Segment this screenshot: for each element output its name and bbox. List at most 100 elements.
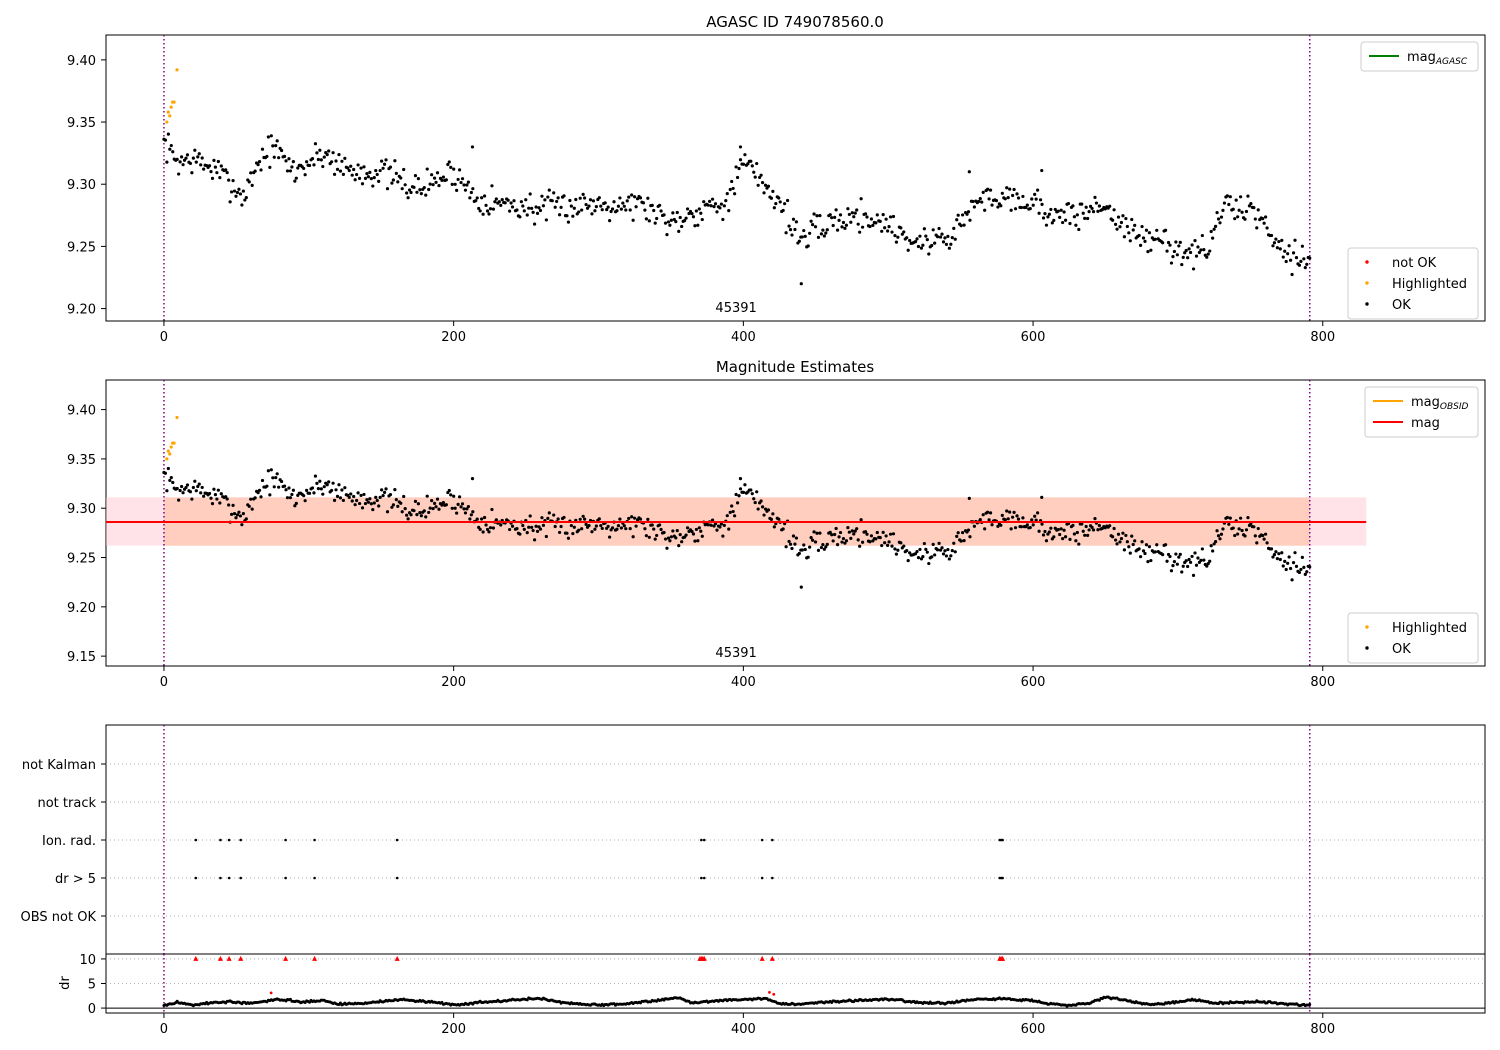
- ok-point: [1113, 222, 1118, 226]
- ok-point: [1237, 208, 1241, 212]
- ok-point: [235, 513, 240, 517]
- ok-point: [915, 237, 919, 241]
- ok-point: [330, 488, 334, 493]
- ok-point: [484, 523, 488, 527]
- ok-point: [219, 164, 223, 168]
- ok-point: [1115, 542, 1119, 546]
- ok-point: [453, 506, 457, 510]
- ok-point: [341, 172, 345, 177]
- ok-point: [913, 239, 918, 244]
- ok-point: [784, 231, 788, 235]
- ok-point: [727, 209, 731, 213]
- ok-point: [794, 536, 799, 540]
- ok-point: [1275, 556, 1279, 561]
- ok-point: [391, 178, 395, 182]
- ok-point: [565, 531, 569, 535]
- ok-point: [887, 540, 891, 544]
- ok-point: [571, 214, 575, 218]
- ok-point: [1278, 247, 1282, 251]
- ok-point: [444, 178, 448, 182]
- ok-point: [1087, 528, 1091, 532]
- ok-point: [680, 224, 684, 229]
- ok-point: [738, 158, 743, 162]
- ok-point: [961, 213, 965, 217]
- flags-axes: not Kalman not track Ion. rad. dr > 5 OBS no…: [21, 758, 1336, 1037]
- ok-point: [850, 529, 854, 533]
- ok-point: [459, 180, 463, 185]
- ok-point: [753, 175, 757, 179]
- ok-point: [357, 501, 362, 506]
- ok-point: [243, 198, 247, 202]
- ok-point: [1202, 248, 1206, 252]
- ok-point: [810, 538, 815, 542]
- ok-point: [1262, 537, 1266, 541]
- ok-point: [1036, 188, 1040, 192]
- ok-point: [577, 210, 581, 214]
- ok-point: [468, 517, 472, 521]
- ok-point: [587, 204, 591, 208]
- ok-point: [432, 501, 437, 505]
- ok-point: [843, 541, 847, 545]
- ok-point: [322, 485, 326, 489]
- ok-point: [936, 548, 940, 552]
- ok-point: [962, 539, 966, 543]
- ok-point: [635, 197, 640, 201]
- ok-point: [240, 203, 244, 207]
- agasc-legend-bottom-frame: [1347, 247, 1479, 320]
- ok-point: [1130, 534, 1134, 538]
- ok-point: [1184, 248, 1188, 253]
- ok-point: [241, 512, 245, 516]
- ok-point: [166, 466, 170, 471]
- ok-point: [1075, 213, 1079, 217]
- mag-xtick-label: 400: [731, 675, 756, 690]
- ok-point: [490, 184, 494, 188]
- ok-point: [1047, 212, 1051, 216]
- ok-point: [380, 159, 384, 163]
- ok-point: [556, 196, 560, 200]
- ok-point: [662, 213, 666, 217]
- ok-point: [752, 497, 756, 501]
- ok-point: [485, 209, 490, 213]
- ok-point: [1049, 207, 1053, 212]
- ok-point: [849, 220, 853, 224]
- ok-point: [987, 518, 991, 522]
- ok-point: [402, 494, 406, 499]
- ok-point: [291, 488, 295, 492]
- ok-point: [927, 252, 931, 256]
- ok-point: [569, 204, 573, 208]
- ok-point: [1047, 530, 1051, 534]
- flag-point: [700, 838, 703, 842]
- ok-point: [181, 491, 185, 495]
- ok-point: [477, 206, 481, 211]
- ok-point: [1043, 212, 1047, 216]
- ok-point: [1112, 526, 1116, 531]
- ok-point: [1143, 239, 1147, 243]
- ok-point: [293, 504, 297, 508]
- ok-point: [763, 183, 768, 187]
- ok-point: [916, 556, 921, 560]
- ok-point: [822, 547, 826, 551]
- ok-point: [1034, 197, 1038, 201]
- agasc-legend-bottom-marker-swatch: [1365, 260, 1369, 264]
- ok-point: [658, 523, 662, 527]
- ok-point: [1219, 215, 1224, 219]
- ok-point: [1228, 195, 1232, 199]
- ok-point: [1293, 238, 1297, 242]
- ok-point: [752, 170, 756, 174]
- ok-point: [577, 528, 581, 532]
- ok-point: [899, 226, 903, 230]
- ok-point: [787, 539, 791, 544]
- ok-point: [906, 248, 910, 252]
- ok-point: [1056, 527, 1060, 532]
- ok-point: [480, 517, 484, 521]
- ok-point: [755, 490, 759, 494]
- ok-point: [821, 542, 825, 547]
- ok-point: [578, 196, 582, 200]
- ok-point: [521, 204, 525, 208]
- ok-point: [1122, 548, 1127, 552]
- ok-point: [718, 206, 722, 210]
- ok-point: [860, 225, 865, 229]
- ok-point: [743, 483, 747, 487]
- ok-point: [274, 475, 278, 480]
- ok-point: [1272, 241, 1277, 245]
